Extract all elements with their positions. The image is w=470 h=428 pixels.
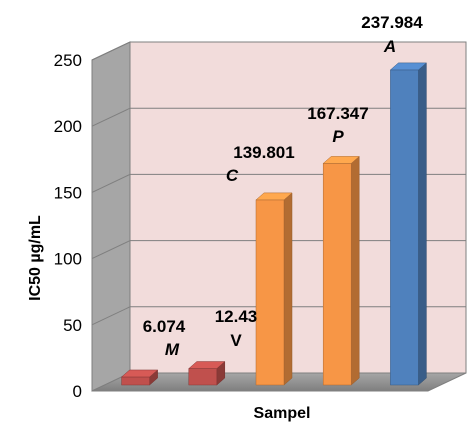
y-tick-label: 250 — [54, 51, 82, 70]
bars — [120, 62, 428, 386]
data-label-category: C — [226, 166, 239, 185]
bar-front — [390, 69, 419, 386]
bar-top — [120, 369, 159, 378]
data-labels: 6.074 M 12.43 V 139.801 C 167.347 P 237.984 A — [143, 13, 424, 359]
gridline — [91, 41, 466, 61]
bar-side — [418, 62, 427, 386]
y-tick-labels: 0 50 100 150 200 250 — [54, 51, 82, 401]
data-label-value: 6.074 — [143, 317, 186, 336]
bar-top — [188, 361, 226, 369]
bar-front — [322, 163, 352, 386]
y-axis-title: IC50 µg/mL — [27, 215, 44, 301]
y-tick-label: 150 — [54, 183, 82, 202]
y-tick-label: 100 — [54, 250, 82, 269]
data-label-value: 12.43 — [215, 307, 258, 326]
y-tick-label: 200 — [54, 117, 82, 136]
side-wall — [91, 41, 131, 392]
data-label-category: M — [165, 340, 180, 359]
gridline — [91, 107, 466, 127]
data-label-category: A — [383, 37, 396, 56]
bar-side — [350, 155, 360, 386]
bar-front — [121, 376, 150, 386]
data-label-value: 237.984 — [361, 13, 423, 32]
bar-front — [255, 199, 285, 386]
data-label-category: V — [230, 331, 242, 350]
y-tick-label: 50 — [63, 316, 82, 335]
y-tick-label: 0 — [73, 382, 82, 401]
data-label-category: P — [332, 127, 344, 146]
bar-V — [188, 360, 226, 386]
bar-top — [322, 156, 360, 164]
bar-M — [120, 369, 159, 386]
bar-A — [389, 62, 428, 386]
bar-top — [255, 192, 293, 201]
bar-P — [322, 155, 360, 386]
bar-C — [255, 192, 293, 386]
data-label-value: 139.801 — [233, 143, 294, 162]
bar-front — [188, 368, 218, 386]
bar-top — [389, 62, 428, 71]
data-label-value: 167.347 — [307, 104, 368, 123]
bar-side — [283, 192, 293, 386]
x-axis-title: Sampel — [254, 405, 311, 422]
